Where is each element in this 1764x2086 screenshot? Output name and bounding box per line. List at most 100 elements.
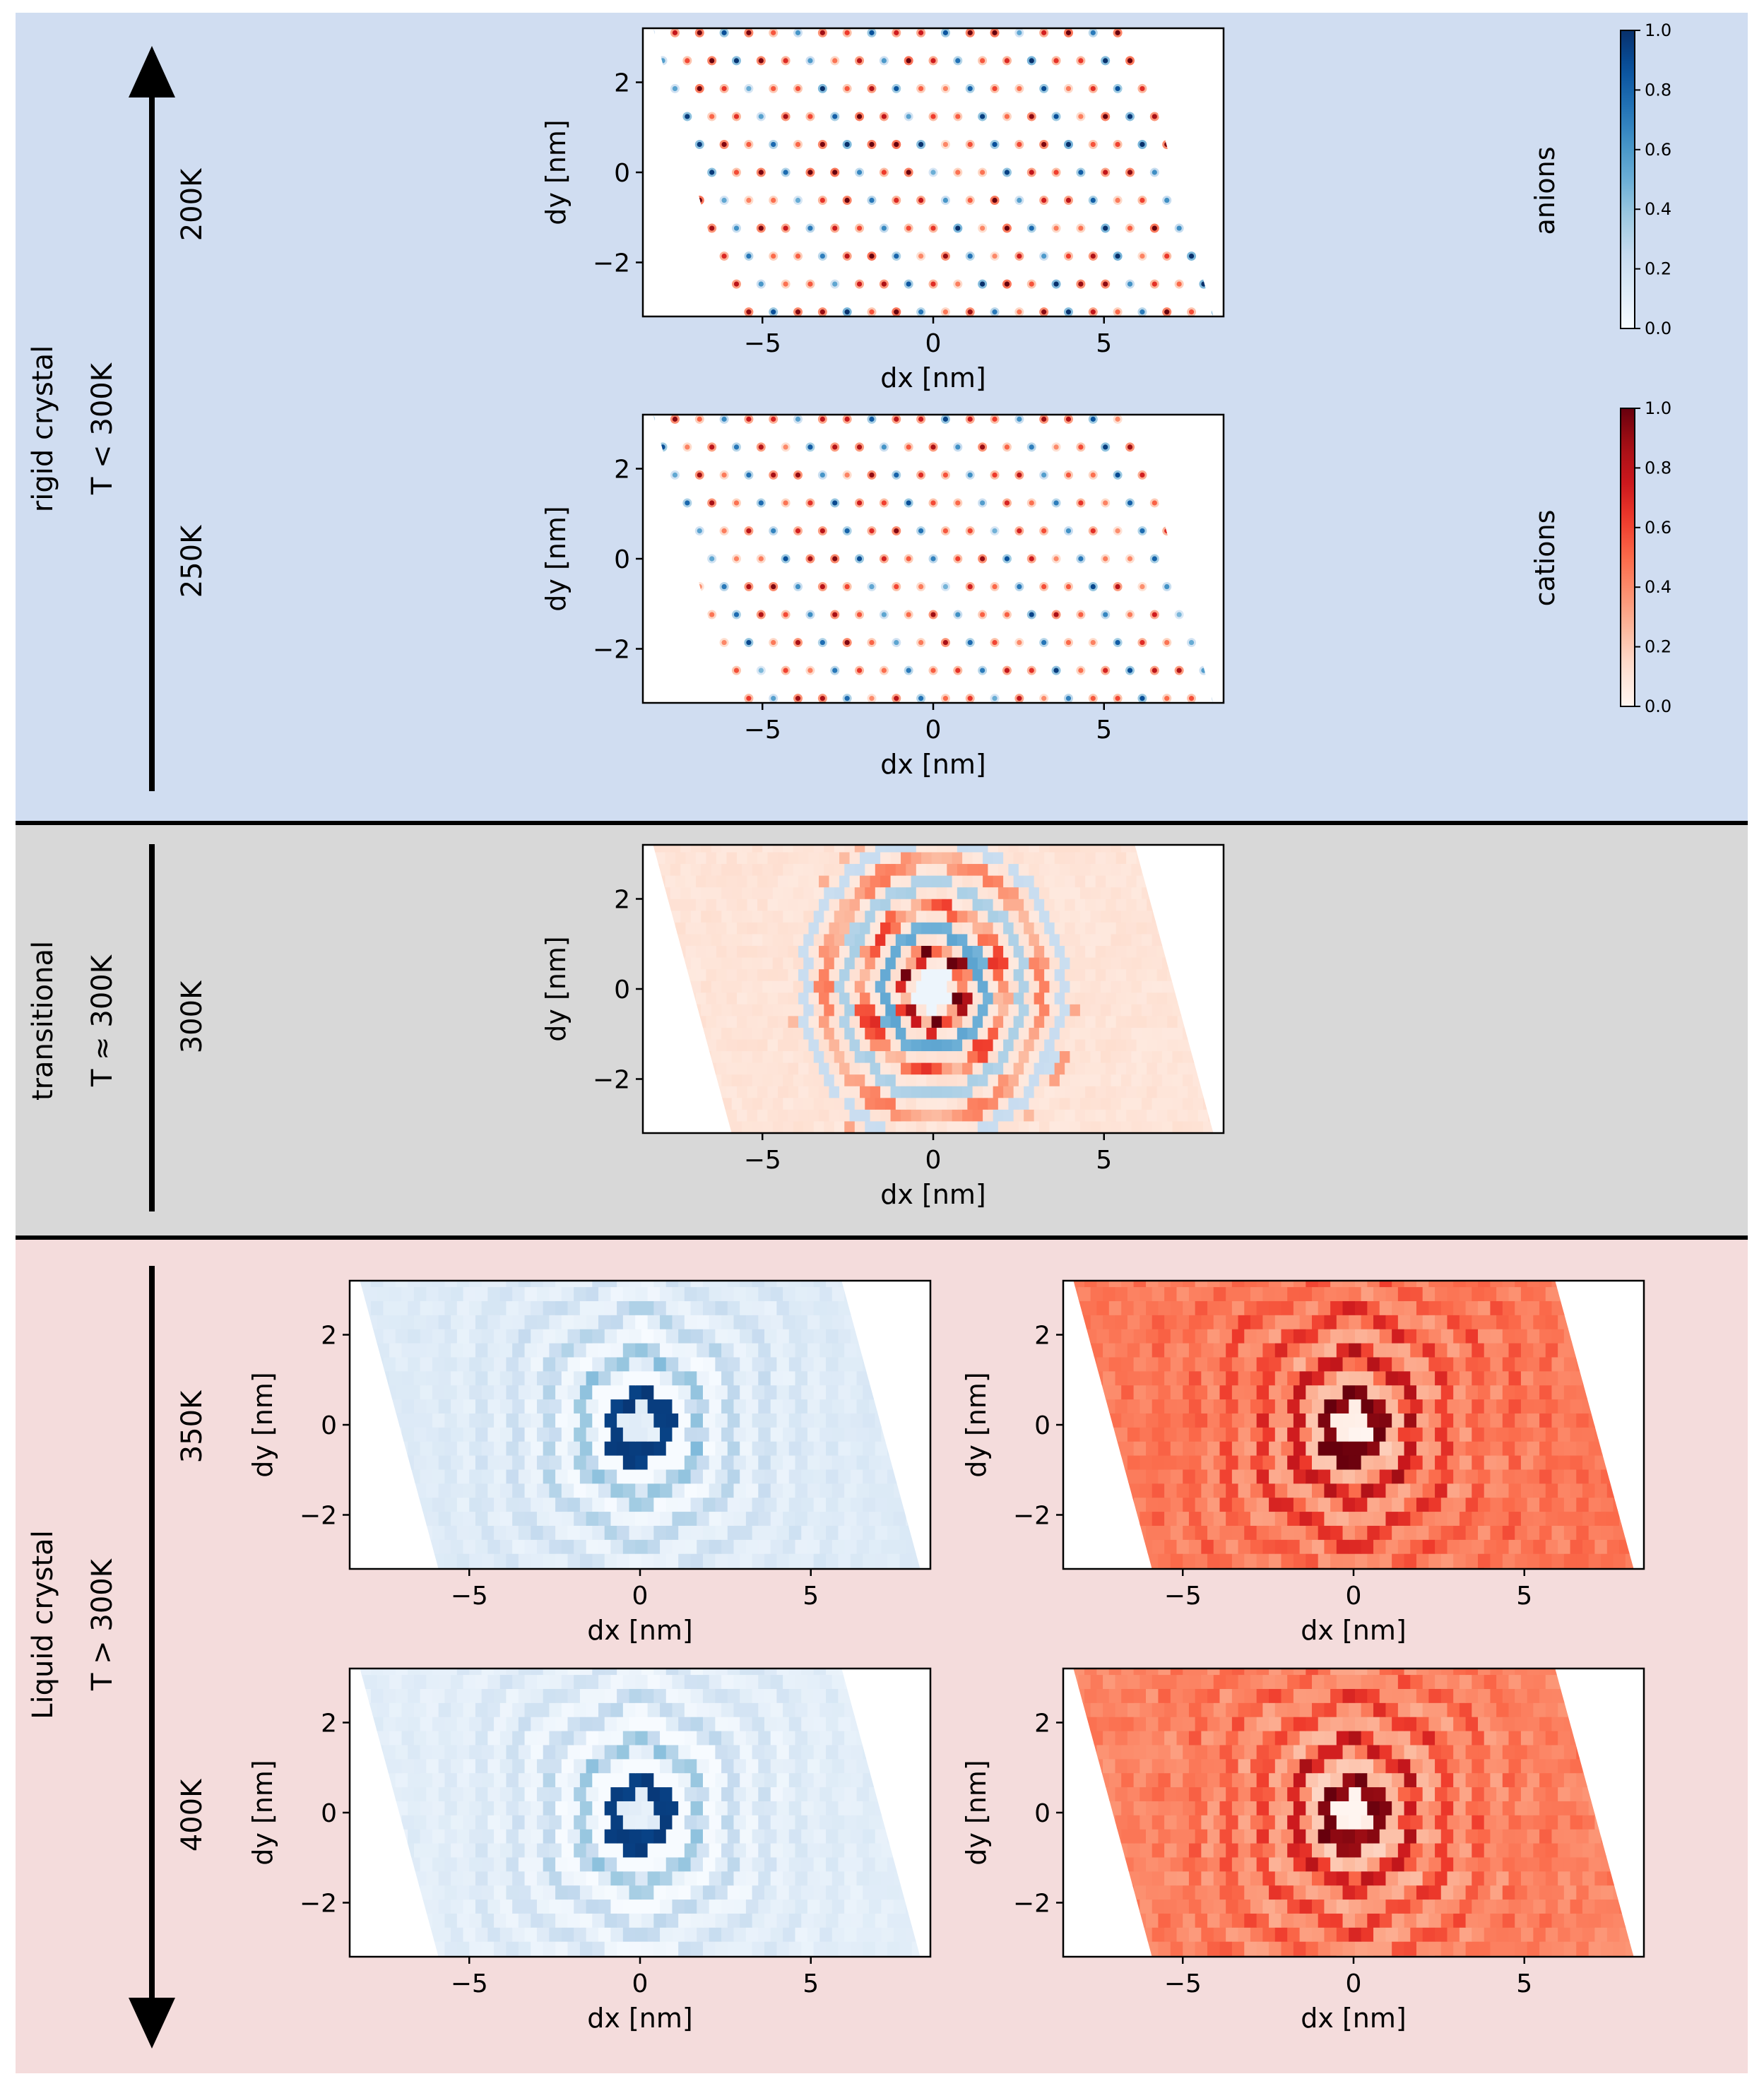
y-tick-label: 0 <box>321 1799 337 1828</box>
y-tick-label: 2 <box>321 1322 337 1351</box>
section-title-liquid-crystal: Liquid crystal <box>27 1530 59 1719</box>
y-tick-label: 0 <box>614 976 630 1005</box>
x-tick-label: 5 <box>1516 1969 1532 1998</box>
x-tick-label: −5 <box>451 1582 488 1611</box>
y-tick-label: 0 <box>614 159 630 188</box>
colorbar-anions: 0.0 0.2 0.4 0.6 0.8 1.0 anions <box>1529 20 1671 338</box>
heatmap-cells <box>1073 1281 1634 1569</box>
section-condition-liquid-crystal: T > 300K <box>86 1558 119 1691</box>
colorbar-label: cations <box>1529 510 1561 607</box>
x-axis-label: dx [nm] <box>587 2003 692 2034</box>
section-title-rigid-crystal: rigid crystal <box>27 345 59 512</box>
x-tick-label: 0 <box>632 1582 649 1611</box>
x-tick-label: 5 <box>1096 1146 1112 1175</box>
y-axis-label: dy [nm] <box>540 119 572 225</box>
x-tick-label: −5 <box>451 1969 488 1998</box>
colorbar-tick-label: 0.2 <box>1645 637 1671 657</box>
y-axis-label: dy [nm] <box>247 1760 278 1865</box>
heatmap-cells <box>653 415 1214 703</box>
x-axis-label: dx [nm] <box>1301 2003 1406 2034</box>
y-axis-label: dy [nm] <box>961 1760 992 1865</box>
heatmap-panel-250k-anions-cations: −5 0 5 2 0 −2 dx [nm] dy [nm] <box>540 413 1225 780</box>
y-tick-label: 2 <box>614 69 630 98</box>
colorbar-tick-label: 0.4 <box>1645 199 1671 219</box>
colorbar-tick-label: 0.2 <box>1645 259 1671 279</box>
y-tick-label: 0 <box>321 1411 337 1440</box>
heatmap-panel-400k-anions: −5 0 5 2 0 −2 dx [nm] dy [nm] <box>247 1667 932 2034</box>
y-tick-label: −2 <box>593 1066 630 1095</box>
colorbar-tick-label: 0.0 <box>1645 697 1671 716</box>
y-tick-label: −2 <box>1013 1502 1050 1531</box>
x-axis-label: dx [nm] <box>880 362 985 393</box>
y-axis-label: dy [nm] <box>247 1372 278 1477</box>
y-tick-label: 2 <box>614 886 630 915</box>
temperature-label-200k: 200K <box>176 167 208 241</box>
x-axis-label: dx [nm] <box>880 1179 985 1210</box>
x-tick-label: 0 <box>925 329 942 358</box>
section-condition-rigid-crystal: T < 300K <box>86 362 119 495</box>
heatmap-cells <box>360 1281 921 1569</box>
colorbar-tick-label: 0.6 <box>1645 140 1671 160</box>
arrow-down-head <box>129 1998 175 2049</box>
colorbar-tick-label: 0.8 <box>1645 80 1671 100</box>
arrow-up-head <box>129 46 175 97</box>
colorbar-tick-label: 1.0 <box>1645 20 1671 40</box>
y-tick-label: 2 <box>1034 1709 1050 1738</box>
x-tick-label: −5 <box>744 716 781 745</box>
heatmap-cells <box>1073 1669 1634 1957</box>
x-tick-label: 0 <box>925 716 942 745</box>
x-tick-label: 0 <box>632 1969 649 1998</box>
section-condition-transitional: T ≈ 300K <box>86 954 119 1087</box>
y-axis-label: dy [nm] <box>961 1372 992 1477</box>
heatmap-panel-350k-anions: −5 0 5 2 0 −2 dx [nm] dy [nm] <box>247 1279 932 1646</box>
x-axis-label: dx [nm] <box>1301 1615 1406 1646</box>
x-tick-label: 5 <box>803 1582 819 1611</box>
x-axis-label: dx [nm] <box>880 749 985 780</box>
temperature-label-250k: 250K <box>176 524 208 598</box>
colorbar-tick-label: 0.4 <box>1645 577 1671 597</box>
y-tick-label: 0 <box>1034 1799 1050 1828</box>
heatmap-panel-350k-cations: −5 0 5 2 0 −2 dx [nm] dy [nm] <box>961 1279 1645 1646</box>
section-title-transitional: transitional <box>27 941 59 1101</box>
y-axis-label: dy [nm] <box>540 936 572 1041</box>
heatmap-cells <box>653 28 1214 316</box>
x-tick-label: 0 <box>1346 1582 1362 1611</box>
y-tick-label: −2 <box>593 636 630 665</box>
y-tick-label: 2 <box>321 1709 337 1738</box>
y-tick-label: −2 <box>300 1890 337 1919</box>
x-axis-label: dx [nm] <box>587 1615 692 1646</box>
x-tick-label: 5 <box>803 1969 819 1998</box>
colorbar-tick-label: 0.0 <box>1645 319 1671 338</box>
x-tick-label: −5 <box>744 1146 781 1175</box>
colorbar-label: anions <box>1529 146 1561 235</box>
temperature-label-400k: 400K <box>176 1778 208 1851</box>
y-tick-label: −2 <box>593 249 630 278</box>
y-tick-label: −2 <box>1013 1890 1050 1919</box>
colorbar-cations: 0.0 0.2 0.4 0.6 0.8 1.0 cations <box>1529 398 1671 716</box>
y-axis-label: dy [nm] <box>540 506 572 611</box>
colorbar-gradient <box>1620 30 1635 329</box>
temperature-label-300k: 300K <box>176 980 208 1053</box>
x-tick-label: −5 <box>1164 1969 1202 1998</box>
colorbar-tick-label: 0.8 <box>1645 458 1671 478</box>
heatmap-panel-300k-anions-cations: −5 0 5 2 0 −2 dx [nm] dy [nm] <box>540 843 1225 1210</box>
y-tick-label: 2 <box>1034 1322 1050 1351</box>
x-tick-label: 5 <box>1096 716 1112 745</box>
temperature-arrows <box>129 46 175 2049</box>
temperature-label-350k: 350K <box>176 1389 208 1463</box>
heatmap-cells <box>360 1669 921 1957</box>
x-tick-label: 5 <box>1096 329 1112 358</box>
colorbar-gradient <box>1620 408 1635 707</box>
y-tick-label: 0 <box>614 545 630 574</box>
colorbar-tick-label: 1.0 <box>1645 398 1671 418</box>
x-tick-label: −5 <box>1164 1582 1202 1611</box>
y-tick-label: 2 <box>614 456 630 485</box>
x-tick-label: 5 <box>1516 1582 1532 1611</box>
colorbar-tick-label: 0.6 <box>1645 518 1671 538</box>
x-tick-label: −5 <box>744 329 781 358</box>
y-tick-label: 0 <box>1034 1411 1050 1440</box>
x-tick-label: 0 <box>1346 1969 1362 1998</box>
heatmap-panel-200k-anions-cations: −5 0 5 2 0 −2 dx [nm] dy [nm] <box>540 27 1225 393</box>
x-tick-label: 0 <box>925 1146 942 1175</box>
